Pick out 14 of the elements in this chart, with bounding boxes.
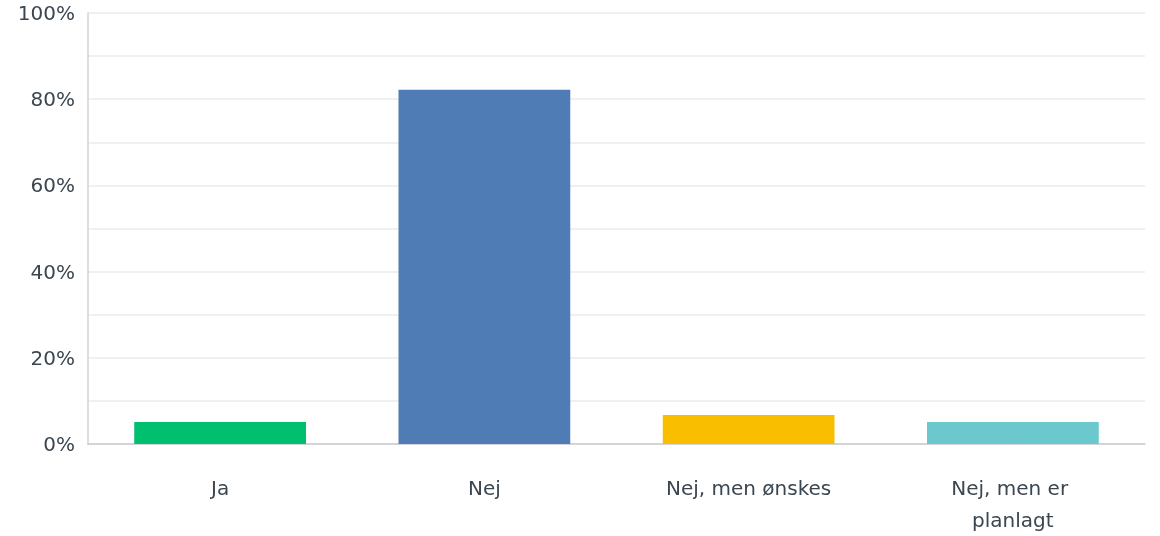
y-tick-label: 20% (30, 345, 75, 370)
y-tick-label: 60% (30, 173, 75, 198)
x-tick-label: Nej, men ønskes (665, 476, 832, 500)
x-tick-label: Nej, men er planlagt (951, 476, 1075, 532)
bar (662, 415, 835, 444)
y-tick-label: 80% (30, 87, 75, 112)
y-tick-label: 0% (43, 432, 75, 456)
x-tick-label: Ja (209, 476, 230, 500)
bar (926, 422, 1099, 444)
y-tick-label: 100% (17, 1, 75, 25)
bar (398, 89, 571, 444)
y-tick-label: 40% (30, 259, 75, 284)
bar (134, 422, 307, 444)
x-tick-label: Nej (467, 476, 501, 500)
